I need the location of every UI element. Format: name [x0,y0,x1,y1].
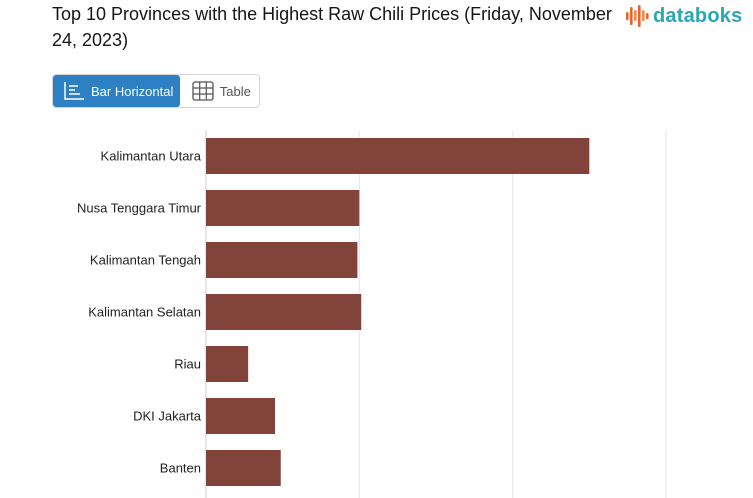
category-label: Kalimantan Utara [101,149,202,164]
bar[interactable] [206,190,360,226]
databoks-logo-icon [626,5,649,27]
brand-name: databoks [653,4,743,27]
bar[interactable] [206,138,590,174]
view-toggle: Bar Horizontal Table [52,74,260,108]
bar[interactable] [206,346,249,382]
bar-chart: Kalimantan Utara Nusa Tenggara Timur Kalim… [77,130,667,498]
category-label: Banten [160,461,201,476]
table-button[interactable]: Table [180,75,259,107]
category-label: Riau [174,357,201,372]
category-label: Nusa Tenggara Timur [77,201,202,216]
category-label: DKI Jakarta [133,409,202,424]
category-label: Kalimantan Tengah [90,253,201,268]
chart-title: Top 10 Provinces with the Highest Raw Ch… [52,4,612,50]
bar[interactable] [206,242,358,278]
bar[interactable] [206,450,281,486]
bar[interactable] [206,294,362,330]
bar-horizontal-button[interactable]: Bar Horizontal [53,75,180,107]
category-label: Kalimantan Selatan [88,305,201,320]
databoks-logo: databoks [626,4,742,28]
bar-horizontal-label: Bar Horizontal [91,83,174,99]
bar[interactable] [206,398,275,434]
table-label: Table [219,83,251,99]
bar-horizontal-icon [64,82,84,100]
table-icon [192,81,214,101]
